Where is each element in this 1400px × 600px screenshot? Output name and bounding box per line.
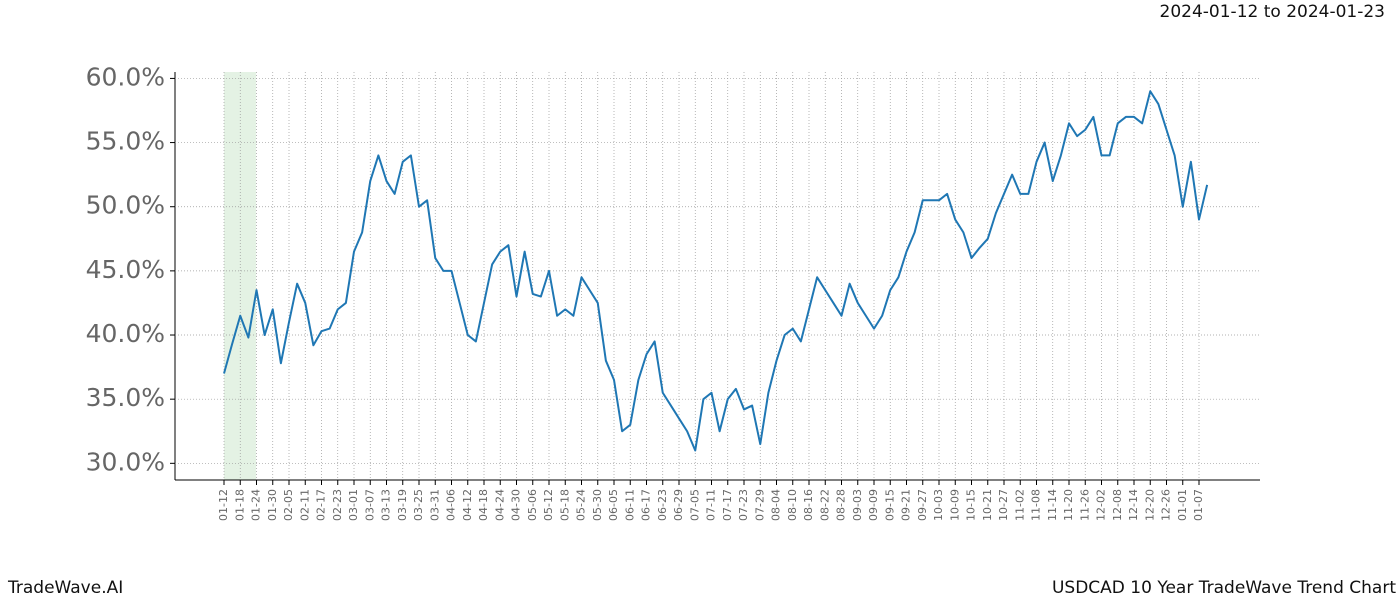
x-tick-label: 02-17 [315,489,328,521]
x-tick-label: 08-16 [802,489,815,521]
x-tick-label: 09-15 [883,489,896,521]
trend-line [223,90,1209,452]
x-tick-label: 04-06 [445,489,458,521]
y-tick-label: 50.0% [86,191,165,220]
x-tick-label: 09-27 [916,489,929,521]
x-tick-label: 12-14 [1127,489,1140,521]
x-tick-label: 05-30 [591,489,604,521]
x-tick-label: 11-26 [1078,489,1091,521]
x-tick-label: 04-12 [461,489,474,521]
x-tick-label: 08-04 [770,489,783,521]
x-tick-label: 06-17 [640,489,653,521]
x-tick-label: 04-30 [510,489,523,521]
x-tick-label: 09-21 [900,489,913,521]
x-tick-label: 06-23 [656,489,669,521]
x-tick-label: 10-09 [948,489,961,521]
x-tick-label: 01-30 [266,489,279,521]
x-tick-label: 02-23 [331,489,344,521]
x-tick-label: 01-07 [1192,489,1205,521]
y-tick-label: 45.0% [86,255,165,284]
y-tick-label: 55.0% [86,127,165,156]
x-tick-label: 11-08 [1030,489,1043,521]
x-tick-label: 10-03 [932,489,945,521]
x-tick-label: 05-06 [526,489,539,521]
chart-title: USDCAD 10 Year TradeWave Trend Chart [1052,578,1396,598]
y-tick-label: 30.0% [86,447,165,476]
x-tick-label: 06-11 [623,489,636,521]
x-tick-label: 10-15 [965,489,978,521]
x-tick-label: 08-10 [786,489,799,521]
x-tick-label: 05-12 [542,489,555,521]
y-tick-label: 35.0% [86,383,165,412]
x-tick-label: 11-20 [1062,489,1075,521]
x-tick-label: 03-01 [347,489,360,521]
date-range: 2024-01-12 to 2024-01-23 [1160,2,1385,22]
x-tick-label: 10-27 [997,489,1010,521]
x-tick-label: 08-28 [835,489,848,521]
x-tick-label: 11-02 [1013,489,1026,521]
x-tick-label: 04-18 [477,489,490,521]
x-tick-label: 09-09 [867,489,880,521]
x-tick-label: 12-26 [1160,489,1173,521]
x-tick-label: 07-05 [688,489,701,521]
brand: TradeWave.AI [7,578,123,598]
x-tick-label: 03-13 [380,489,393,521]
x-tick-label: 01-18 [233,489,246,521]
x-tick-label: 12-08 [1111,489,1124,521]
x-tick-label: 03-07 [363,489,376,521]
x-tick-label: 04-24 [493,489,506,521]
y-tick-label: 60.0% [86,62,165,91]
x-tick-label: 08-22 [818,489,831,521]
x-tick-label: 01-12 [217,489,230,521]
x-tick-label: 06-29 [672,489,685,521]
x-tick-label: 03-25 [412,489,425,521]
x-tick-label: 07-23 [737,489,750,521]
x-tick-label: 12-02 [1095,489,1108,521]
x-tick-label: 05-24 [575,489,588,521]
x-tick-label: 03-19 [396,489,409,521]
y-tick-label: 40.0% [86,319,165,348]
x-tick-label: 02-05 [282,489,295,521]
x-tick-label: 02-11 [298,489,311,521]
x-tick-label: 09-03 [851,489,864,521]
x-tick-label: 07-29 [753,489,766,521]
x-tick-label: 06-05 [607,489,620,521]
x-tick-label: 11-14 [1046,489,1059,521]
x-tick-label: 07-17 [721,489,734,521]
x-tick-label: 01-01 [1176,489,1189,521]
x-tick-label: 03-31 [428,489,441,521]
x-tick-label: 10-21 [981,489,994,521]
x-tick-label: 12-20 [1143,489,1156,521]
x-tick-label: 05-18 [558,489,571,521]
x-tick-label: 01-24 [250,489,263,521]
x-tick-label: 07-11 [705,489,718,521]
